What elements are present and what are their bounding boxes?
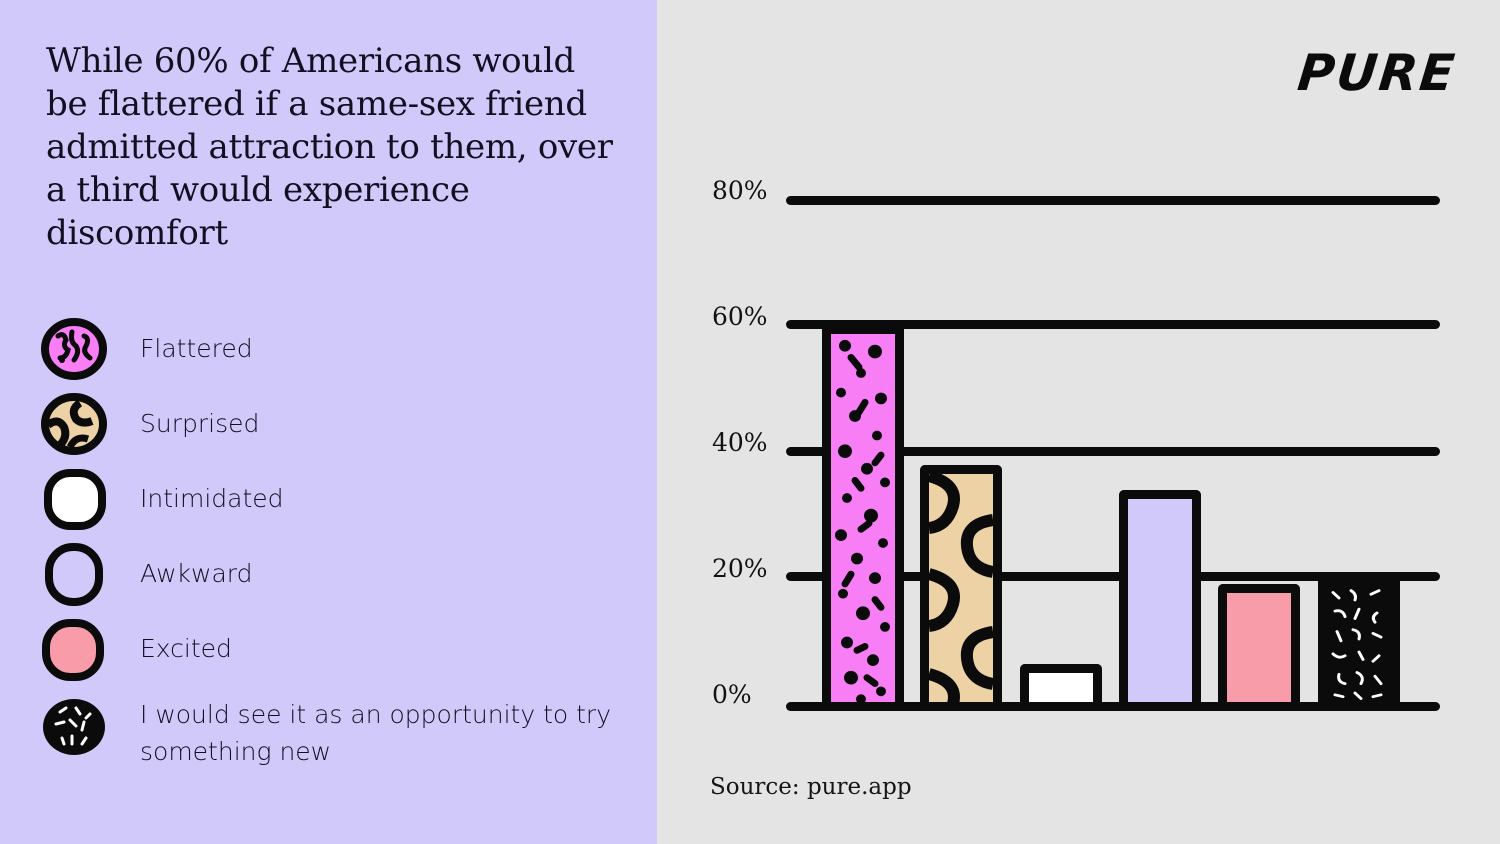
bar-surprised: [920, 465, 1002, 706]
gridline-0: [786, 702, 1440, 711]
headline: While 60% of Americans would be flattere…: [46, 41, 613, 253]
legend-item-excited: Excited: [40, 616, 232, 682]
bar-awkward: [1119, 490, 1201, 706]
bar-intimidated: [1020, 664, 1102, 706]
left-panel: While 60% of Americans would be flattere…: [0, 0, 657, 844]
legend-label: I would see it as an opportunity to try …: [140, 700, 612, 766]
ytick-0: 0%: [712, 680, 752, 709]
arc-pattern-icon: [929, 474, 993, 706]
legend-label: Excited: [140, 634, 232, 663]
surprised-swatch-icon: [41, 393, 107, 455]
source-note: Source: pure.app: [710, 774, 912, 800]
gridline-20: [786, 572, 1440, 581]
intimidated-swatch-icon: [44, 469, 106, 530]
legend-item-surprised: Surprised: [40, 391, 259, 457]
gridline-40: [786, 447, 1440, 456]
awkward-swatch-icon: [45, 543, 103, 606]
gridline-80: [786, 196, 1440, 205]
stroke-pattern-icon: [1331, 589, 1383, 700]
legend-label: Intimidated: [140, 484, 284, 513]
ytick-60: 60%: [712, 302, 768, 331]
legend-label: Surprised: [140, 409, 260, 438]
opportunity-swatch-icon: [43, 699, 105, 755]
bar-flattered: [822, 325, 904, 706]
flattered-swatch-icon: [41, 318, 107, 380]
ytick-80: 80%: [712, 176, 768, 205]
ytick-40: 40%: [712, 428, 768, 457]
excited-swatch-icon: [42, 619, 104, 681]
ytick-20: 20%: [712, 554, 768, 583]
legend-label: Flattered: [140, 334, 253, 363]
legend-item-opportunity: I would see it as an opportunity to try …: [40, 694, 630, 770]
legend-item-flattered: Flattered: [40, 316, 253, 382]
legend-item-intimidated: Intimidated: [40, 466, 284, 532]
bar-opportunity: [1318, 576, 1400, 706]
bar-chart: 80% 60% 40% 20% 0%: [700, 160, 1460, 740]
bar-excited: [1218, 584, 1300, 706]
pure-logo: PURE: [1295, 44, 1460, 102]
blob-pattern-icon: [835, 339, 890, 705]
legend-label: Awkward: [140, 559, 253, 588]
gridline-60: [786, 320, 1440, 329]
legend-item-awkward: Awkward: [40, 541, 253, 607]
